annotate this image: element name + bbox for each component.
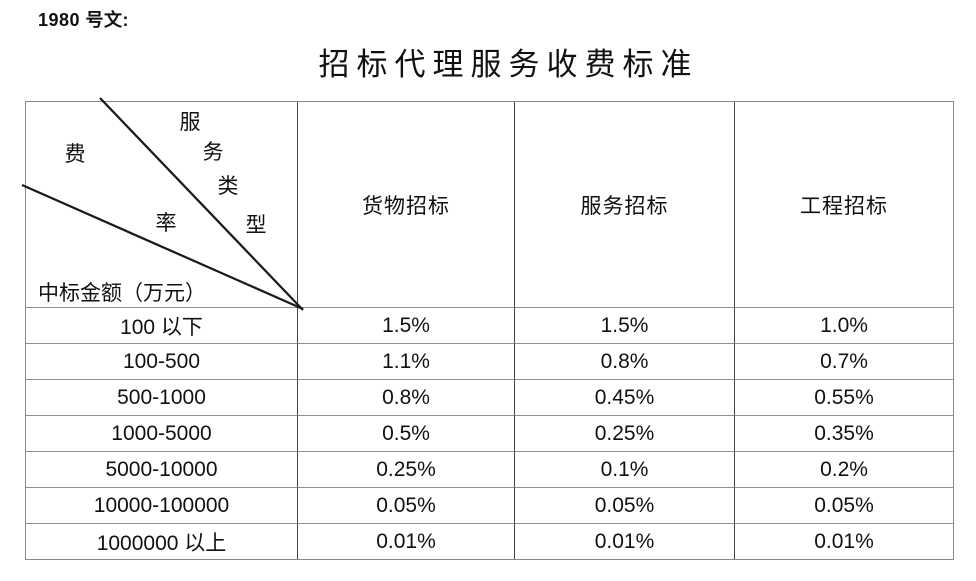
- amount-range-cell: 100 以下: [26, 307, 298, 343]
- rate-cell: 0.45%: [515, 379, 735, 415]
- rate-cell: 1.1%: [298, 343, 515, 379]
- amount-range-cell: 5000-10000: [26, 451, 298, 487]
- diagonal-split-lines: [21, 97, 304, 311]
- column-header-goods: 货物招标: [298, 102, 515, 307]
- rate-cell: 0.01%: [515, 523, 735, 559]
- rate-cell: 0.25%: [298, 451, 515, 487]
- amount-range-cell: 1000-5000: [26, 415, 298, 451]
- amount-axis-label: 中标金额（万元）: [38, 281, 206, 305]
- rate-cell: 1.5%: [515, 307, 735, 343]
- amount-range-cell: 500-1000: [26, 379, 298, 415]
- corner-cell: 服 务 类 型 费 率 中标金额（万元）: [21, 97, 304, 311]
- rate-cell: 1.5%: [298, 307, 515, 343]
- service-type-char: 型: [245, 213, 267, 237]
- rate-cell: 1.0%: [735, 307, 953, 343]
- rate-cell: 0.8%: [298, 379, 515, 415]
- rate-cell: 0.01%: [298, 523, 515, 559]
- fee-table: 服 务 类 型 费 率 中标金额（万元） 货物招标 服务招标 工程招标 100 …: [21, 97, 954, 560]
- rate-cell: 0.8%: [515, 343, 735, 379]
- rate-char: 率: [155, 211, 177, 235]
- column-header-services: 服务招标: [515, 102, 735, 307]
- column-header-works: 工程招标: [800, 193, 888, 218]
- rate-cell: 0.05%: [298, 487, 515, 523]
- service-type-char: 务: [202, 140, 224, 164]
- amount-range-cell: 100-500: [26, 343, 298, 379]
- rate-cell: 0.25%: [515, 415, 735, 451]
- rate-cell: 0.05%: [735, 487, 953, 523]
- amount-range-cell: 1000000 以上: [26, 523, 298, 559]
- page-title: 招标代理服务收费标准: [318, 47, 699, 83]
- rate-cell: 0.5%: [298, 415, 515, 451]
- rate-cell: 0.35%: [735, 415, 953, 451]
- rate-char: 费: [64, 142, 86, 166]
- rate-cell: 0.1%: [515, 451, 735, 487]
- doc-reference-number: 1980 号文:: [38, 10, 130, 30]
- amount-range-cell: 10000-100000: [26, 487, 298, 523]
- rate-cell: 0.7%: [735, 343, 953, 379]
- rate-cell: 0.01%: [735, 523, 953, 559]
- rate-cell: 0.2%: [735, 451, 953, 487]
- service-type-char: 服: [179, 110, 201, 134]
- rate-cell: 0.55%: [735, 379, 953, 415]
- rate-cell: 0.05%: [515, 487, 735, 523]
- service-type-char: 类: [217, 174, 239, 198]
